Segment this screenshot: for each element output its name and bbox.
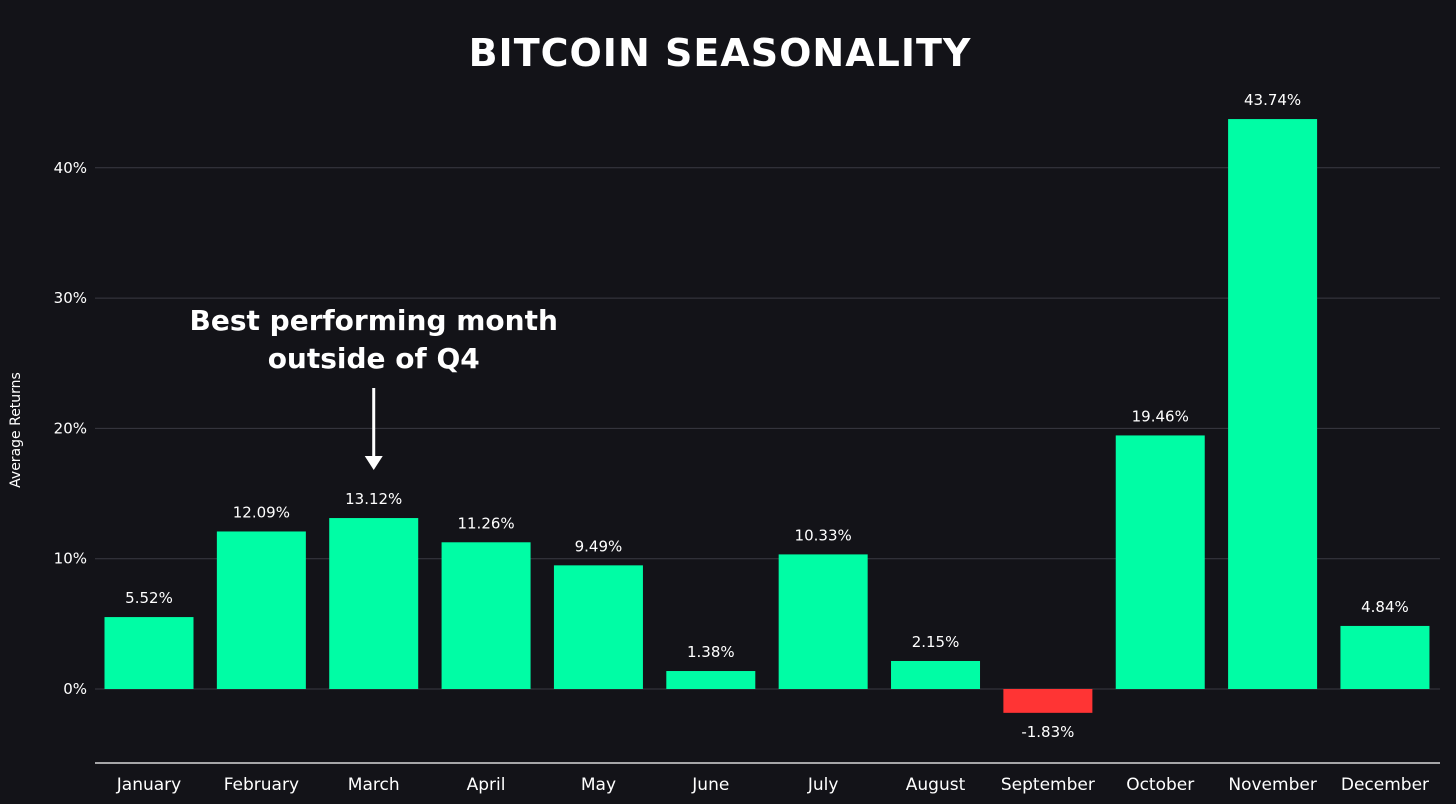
value-label-may: 9.49% <box>575 537 623 555</box>
bar-june <box>666 671 756 689</box>
y-tick-label: 30% <box>54 289 87 307</box>
value-label-september: -1.83% <box>1021 723 1074 741</box>
x-tick-label-april: April <box>467 775 506 795</box>
value-label-june: 1.38% <box>687 643 735 661</box>
x-tick-label-december: December <box>1341 775 1429 795</box>
bar-october <box>1115 435 1205 689</box>
x-tick-label-february: February <box>224 775 299 795</box>
bars <box>104 119 1430 713</box>
value-label-november: 43.74% <box>1244 91 1301 109</box>
x-tick-label-march: March <box>348 775 400 795</box>
bar-july <box>778 554 868 689</box>
value-label-july: 10.33% <box>795 526 852 544</box>
bar-september <box>1003 689 1093 713</box>
bar-january <box>104 617 194 689</box>
value-label-october: 19.46% <box>1132 407 1189 425</box>
annotation-arrow-head <box>364 456 383 471</box>
annotation-line-1: Best performing month <box>190 304 558 337</box>
chart-title: BITCOIN SEASONALITY <box>469 31 972 75</box>
gridlines <box>95 167 1440 690</box>
x-axis-ticks: January February March April May June July Augu… <box>116 775 1429 795</box>
y-tick-label: 20% <box>54 419 87 437</box>
x-tick-label-september: September <box>1001 775 1095 795</box>
x-tick-label-august: August <box>906 775 966 795</box>
x-tick-label-november: November <box>1228 775 1316 795</box>
y-tick-label: 10% <box>54 550 87 568</box>
x-tick-label-october: October <box>1126 775 1194 795</box>
bar-december <box>1340 625 1430 689</box>
value-label-april: 11.26% <box>457 514 514 532</box>
y-tick-label: 40% <box>54 159 87 177</box>
value-label-january: 5.52% <box>125 589 173 607</box>
x-tick-label-may: May <box>581 775 616 795</box>
annotation-line-2: outside of Q4 <box>268 342 480 375</box>
bar-august <box>891 660 981 689</box>
bar-april <box>441 542 531 689</box>
bar-may <box>553 565 643 689</box>
bar-november <box>1228 119 1318 689</box>
value-label-march: 13.12% <box>345 490 402 508</box>
y-axis-label: Average Returns <box>8 372 24 488</box>
bar-february <box>216 531 306 689</box>
x-tick-label-january: January <box>116 775 181 795</box>
annotation: Best performing month outside of Q4 <box>190 304 558 471</box>
x-tick-label-july: July <box>807 775 839 795</box>
value-label-february: 12.09% <box>233 503 290 521</box>
y-axis-ticks: 0% 10% 20% 30% 40% <box>54 159 87 698</box>
bar-march <box>329 518 419 689</box>
value-label-august: 2.15% <box>912 633 960 651</box>
x-tick-label-june: June <box>691 775 729 795</box>
y-tick-label: 0% <box>63 680 87 698</box>
data-labels: 5.52% 12.09% 13.12% 11.26% 9.49% 1.38% 10.33% 2… <box>125 91 1409 741</box>
value-label-december: 4.84% <box>1361 598 1409 616</box>
